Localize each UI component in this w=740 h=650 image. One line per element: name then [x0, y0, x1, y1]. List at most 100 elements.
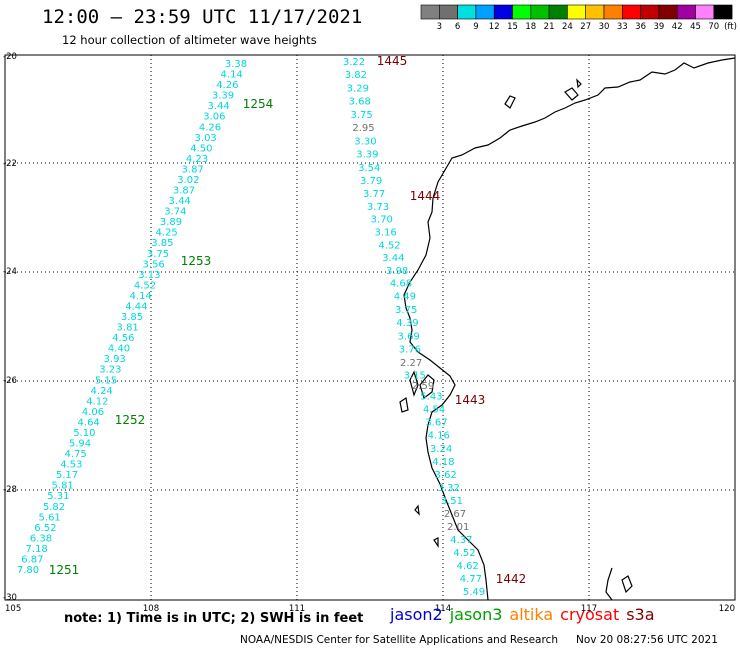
wave-height-label: 3.38 — [225, 59, 247, 70]
satellite-jason3: jason3 — [449, 605, 503, 624]
wave-height-label: 4.06 — [82, 407, 104, 418]
wave-height-label: 4.64 — [78, 417, 100, 428]
legend-tick-label: 27 — [580, 22, 591, 32]
legend-swatch — [512, 4, 532, 20]
wave-height-label: 3.68 — [349, 97, 371, 108]
wave-height-label: 3.44 — [208, 101, 230, 112]
longitude-label: 117 — [581, 604, 597, 614]
wave-height-label: 5.94 — [69, 439, 91, 450]
wave-height-label: 3.69 — [398, 331, 420, 342]
wave-height-label: 3.85 — [151, 238, 173, 249]
wave-height-label: 4.68 — [390, 279, 412, 290]
pass-number-label: 1442 — [496, 572, 527, 586]
pass-number-label: 1445 — [377, 54, 408, 68]
map-title: 12:00 – 23:59 UTC 11/17/2021 — [42, 6, 363, 28]
wave-height-label: 6.52 — [34, 523, 56, 534]
wave-height-label: 4.52 — [378, 240, 400, 251]
legend-tick-label: 12 — [489, 22, 500, 32]
legend-swatch — [493, 4, 513, 20]
wave-height-label: 3.82 — [345, 70, 367, 81]
wave-height-label: 5.43 — [420, 391, 442, 402]
wave-height-label: 3.85 — [121, 312, 143, 323]
wave-height-label: 4.62 — [457, 561, 479, 572]
wave-height-label: 4.49 — [394, 291, 416, 302]
wave-height-label: 3.98 — [386, 266, 408, 277]
legend-swatch — [658, 4, 678, 20]
wave-height-label: 3.39 — [212, 91, 234, 102]
legend-tick-label: 18 — [525, 22, 536, 32]
legend-swatch — [457, 4, 477, 20]
wave-height-label: 2.67 — [444, 509, 466, 520]
wave-height-label: 3.13 — [138, 270, 160, 281]
wave-height-label: 4.75 — [65, 449, 87, 460]
wave-height-label: 3.02 — [177, 175, 199, 186]
wave-height-label: 4.37 — [450, 535, 472, 546]
longitude-label: 105 — [5, 604, 21, 614]
legend-swatch — [695, 4, 715, 20]
footer-credit: NOAA/NESDIS Center for Satellite Applica… — [240, 634, 558, 646]
wave-height-label: 3.22 — [343, 57, 365, 68]
satellite-jason2: jason2 — [390, 605, 443, 624]
wave-height-label: 3.89 — [160, 217, 182, 228]
legend-tick-label: 3 — [437, 22, 442, 32]
wave-height-label: 3.15 — [404, 370, 426, 381]
legend-swatch — [567, 4, 587, 20]
legend-swatch — [713, 4, 733, 20]
legend-swatch — [548, 4, 568, 20]
legend-tick-label: 6 — [455, 22, 460, 32]
wave-height-label: 3.77 — [363, 189, 385, 200]
wave-height-label: 3.87 — [173, 186, 195, 197]
footer-timestamp: Nov 20 08:27:56 UTC 2021 — [576, 634, 718, 646]
wave-height-label: 5.82 — [43, 502, 65, 513]
wave-height-label: 4.12 — [86, 396, 108, 407]
legend-tick-label: 70 — [708, 22, 719, 32]
units-note: note: 1) Time is in UTC; 2) SWH is in fe… — [64, 611, 364, 626]
pass-number-label: 1253 — [181, 254, 212, 268]
wave-height-label: 4.25 — [156, 228, 178, 239]
legend-swatch — [621, 4, 641, 20]
wave-height-label: 2.59 — [412, 381, 434, 392]
wave-height-label: 5.17 — [56, 470, 78, 481]
wave-height-label: 6.87 — [21, 554, 43, 565]
wave-height-label: 3.44 — [169, 196, 191, 207]
wave-height-label: 3.79 — [360, 176, 382, 187]
legend-tick-label: 15 — [507, 22, 518, 32]
footer: NOAA/NESDIS Center for Satellite Applica… — [240, 634, 736, 646]
pass-number-label: 1254 — [243, 97, 274, 111]
graticule — [5, 55, 735, 600]
latitude-label: -26 — [3, 376, 17, 386]
legend-swatch — [438, 4, 458, 20]
wave-height-label: 3.39 — [356, 150, 378, 161]
wave-height-label: 4.14 — [221, 70, 243, 81]
wave-height-label: 3.56 — [143, 259, 165, 270]
legend-tick-label: 24 — [562, 22, 573, 32]
satellite-cryosat: cryosat — [560, 605, 620, 624]
wave-height-label: 3.74 — [164, 207, 186, 218]
wave-height-label: 3.03 — [195, 133, 217, 144]
wave-height-label: 4.18 — [432, 457, 454, 468]
latitude-label: -24 — [3, 267, 17, 277]
coastline — [399, 57, 736, 601]
pass-label-layer: 1254 1253 1252 1251 1445 1444 1443 1442 — [49, 54, 527, 586]
wave-height-label: 3.44 — [382, 253, 404, 264]
wave-height-label: 3.32 — [438, 483, 460, 494]
wave-height-label: 2.01 — [447, 522, 469, 533]
satellite-s3a: s3a — [626, 605, 655, 624]
wave-height-label: 7.80 — [17, 565, 39, 576]
wave-height-label: 5.10 — [73, 428, 95, 439]
wave-height-label: 3.73 — [367, 202, 389, 213]
wave-height-label: 7.18 — [26, 544, 48, 555]
legend-swatch — [585, 4, 605, 20]
legend-swatch — [603, 4, 623, 20]
wave-height-label: 3.29 — [347, 83, 369, 94]
wave-height-label: 4.39 — [396, 318, 418, 329]
legend-tick-label: 45 — [690, 22, 701, 32]
wave-height-label: 2.95 — [352, 123, 374, 134]
wave-height-label: 3.16 — [375, 227, 397, 238]
legend-swatch — [676, 4, 696, 20]
wave-height-label: 4.24 — [91, 386, 113, 397]
wave-height-label: 4.52 — [453, 548, 475, 559]
legend-tick-label: 9 — [473, 22, 478, 32]
wave-height-label: 5.15 — [95, 375, 117, 386]
